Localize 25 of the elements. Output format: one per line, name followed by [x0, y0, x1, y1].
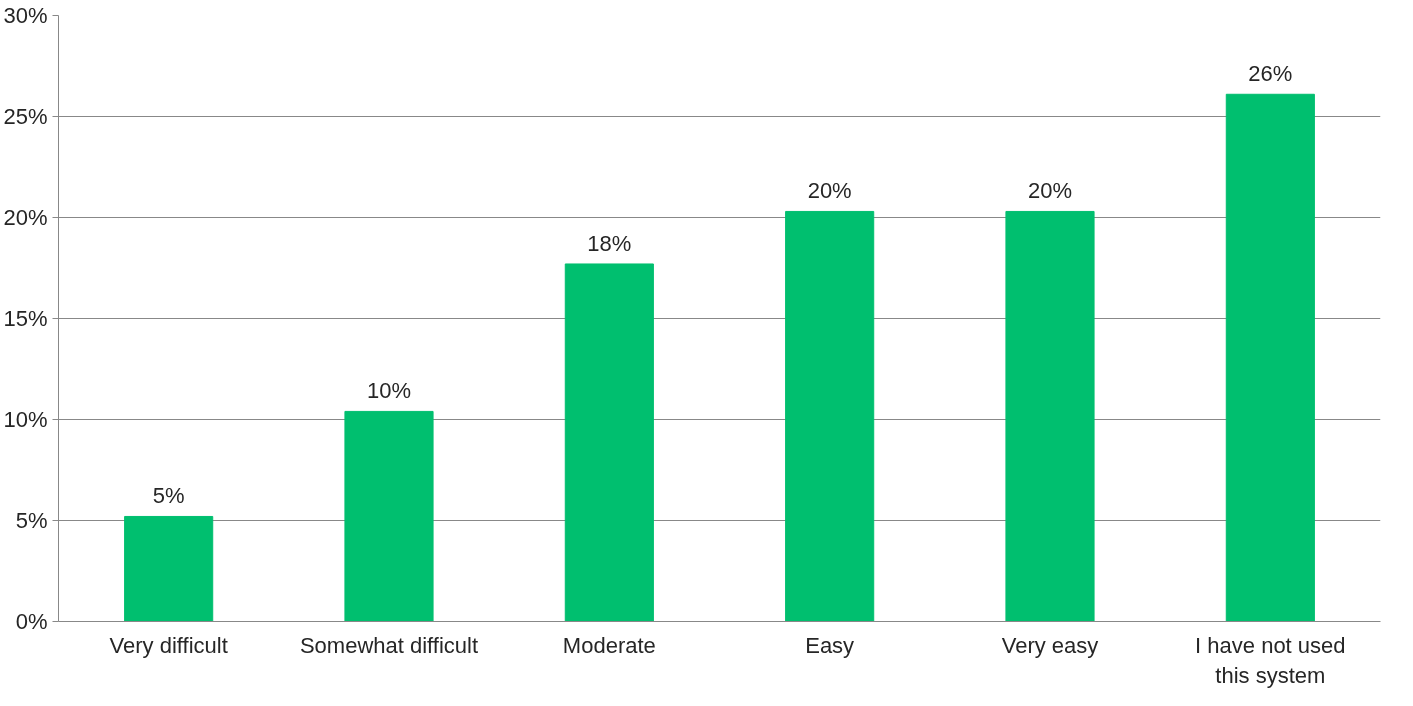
y-tick-label: 15%: [3, 306, 48, 331]
x-tick-label: Very easy: [1001, 632, 1099, 658]
y-tick-label: 5%: [15, 508, 48, 533]
y-tick-label: 20%: [3, 205, 48, 230]
data-label: 26%: [1248, 61, 1293, 87]
x-tick-label: Moderate: [562, 632, 656, 658]
bar: [124, 515, 214, 622]
y-tick-label: 10%: [3, 407, 48, 432]
x-tick-label: I have not used this system: [1195, 632, 1346, 688]
y-tick-label: 30%: [3, 3, 48, 28]
y-tick-label: 25%: [3, 104, 48, 129]
bar: [1225, 93, 1315, 622]
bar: [1005, 210, 1095, 622]
x-tick-label: Very difficult: [109, 632, 228, 658]
x-tick-label: Somewhat difficult: [299, 632, 479, 658]
bar: [564, 263, 654, 622]
bar: [785, 210, 875, 622]
data-label: 18%: [587, 230, 632, 256]
bar: [344, 410, 434, 622]
data-label: 5%: [152, 483, 185, 509]
data-label: 10%: [366, 378, 412, 404]
y-tick-label: 0%: [15, 609, 48, 634]
data-label: 20%: [1027, 178, 1073, 204]
data-label: 20%: [807, 178, 852, 204]
x-tick-label: Easy: [805, 632, 855, 658]
